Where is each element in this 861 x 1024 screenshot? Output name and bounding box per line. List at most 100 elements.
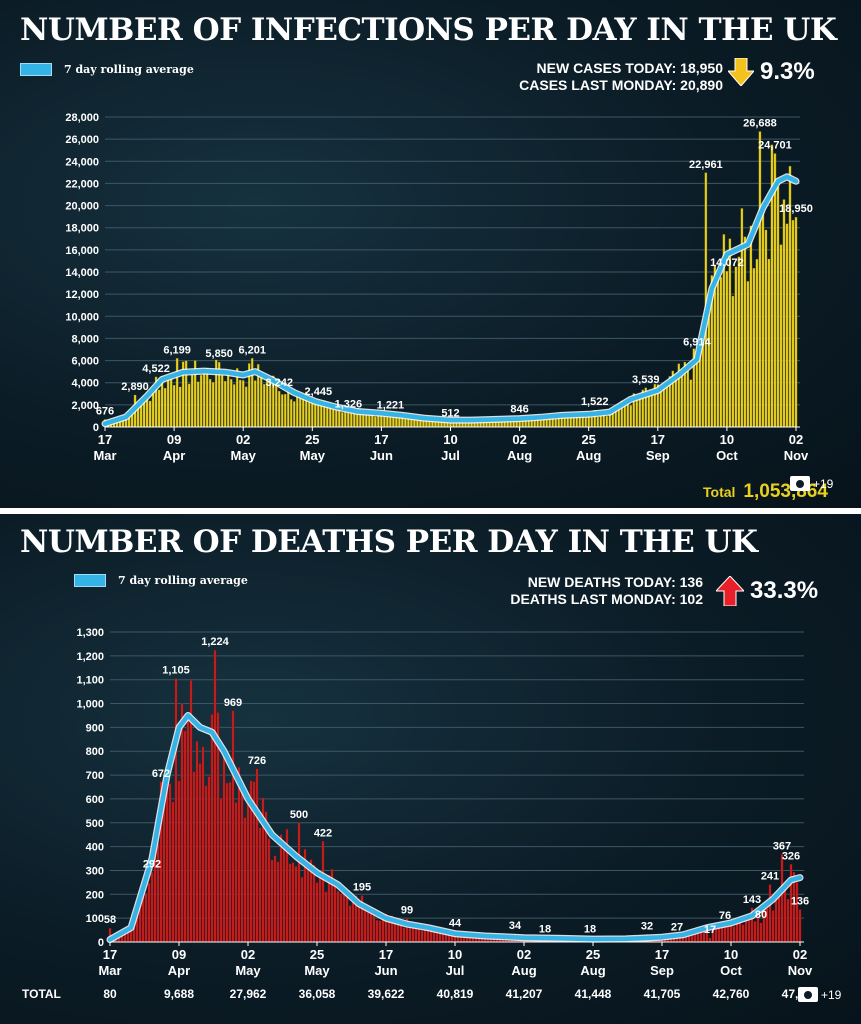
daily-bar — [213, 649, 217, 943]
daily-bar — [366, 909, 370, 943]
daily-bar — [767, 258, 771, 428]
daily-bar — [596, 416, 599, 428]
daily-bar — [168, 783, 172, 943]
daily-bar — [783, 886, 787, 943]
deaths-legend-label: 7 day rolling average — [118, 574, 248, 587]
daily-bar — [719, 277, 723, 428]
daily-bar — [411, 926, 415, 943]
daily-bar — [441, 933, 445, 943]
y-tick-label: 200 — [86, 889, 104, 901]
daily-bar — [284, 393, 287, 428]
daily-bar — [282, 843, 286, 943]
rolling-average-line — [102, 174, 799, 426]
data-label: 99 — [401, 904, 413, 916]
daily-bar — [674, 377, 678, 428]
data-label: 80 — [755, 909, 767, 921]
daily-bar — [204, 785, 208, 943]
daily-bar — [211, 382, 215, 428]
x-tick-month: Mar — [98, 963, 121, 978]
data-label: 58 — [104, 914, 116, 926]
daily-bar — [278, 390, 281, 428]
daily-bar — [752, 268, 756, 428]
daily-bar — [210, 714, 214, 943]
x-tick-day: 17 — [103, 947, 117, 962]
data-label: 500 — [290, 809, 308, 821]
data-label: 6,199 — [163, 344, 191, 356]
deaths-legend-swatch — [74, 574, 106, 587]
y-tick-label: 100 — [86, 913, 104, 925]
deaths-chart: 0 100 200 300 400 500 600 700 800 900 1,000 1,100 1,… — [22, 627, 819, 1001]
x-tick-month: Aug — [507, 448, 532, 463]
daily-bar — [725, 271, 729, 428]
x-tick-day: 02 — [789, 432, 803, 447]
daily-bar — [707, 313, 711, 428]
daily-bar — [225, 783, 229, 943]
x-tick-month: May — [235, 963, 261, 978]
cases-change-value: 9.3% — [760, 58, 815, 85]
data-label: 4,522 — [142, 363, 170, 375]
y-tick-label: 12,000 — [65, 289, 99, 301]
daily-bar — [782, 199, 786, 428]
daily-bar — [749, 225, 753, 428]
x-tick-month: Oct — [716, 448, 738, 463]
y-tick-label: 600 — [86, 794, 104, 806]
daily-bar — [716, 279, 720, 428]
daily-bar — [306, 863, 310, 943]
daily-bar — [276, 861, 280, 943]
cases-new-today: NEW CASES TODAY: 18,950 — [536, 60, 723, 76]
y-tick-label: 0 — [98, 937, 104, 949]
y-tick-label: 1,200 — [76, 651, 104, 663]
daily-bar — [795, 882, 799, 943]
x-tick-month: Jun — [374, 963, 397, 978]
camera-icon — [798, 987, 818, 1002]
daily-bar — [734, 266, 738, 428]
daily-bar — [262, 384, 266, 428]
daily-bar — [332, 409, 335, 428]
daily-bar — [650, 394, 654, 428]
daily-bar — [324, 891, 328, 943]
daily-bar — [144, 893, 148, 943]
y-tick-label: 22,000 — [65, 178, 99, 190]
data-label: 195 — [353, 882, 371, 894]
y-tick-label: 28,000 — [65, 112, 99, 124]
deaths-panel: NUMBER OF DEATHS PER DAY IN THE UK 7 day… — [0, 514, 861, 1024]
cumulative-total-label: 41,207 — [506, 987, 543, 1001]
x-tick-month: Jul — [441, 448, 460, 463]
daily-bar — [201, 746, 205, 943]
x-tick-day: 25 — [305, 432, 319, 447]
x-tick-day: 17 — [655, 947, 669, 962]
daily-bar — [333, 881, 337, 943]
data-label: 5,850 — [205, 348, 233, 360]
deaths-photo-gallery[interactable]: +19 — [798, 987, 841, 1002]
daily-bar — [294, 866, 298, 943]
daily-bar — [288, 863, 292, 943]
x-tick-day: 17 — [379, 947, 393, 962]
daily-bar — [186, 716, 190, 943]
daily-bar — [348, 905, 352, 943]
data-label: 136 — [791, 896, 809, 908]
y-tick-label: 20,000 — [65, 201, 99, 213]
x-tick-month: Aug — [511, 963, 536, 978]
daily-bar — [240, 792, 244, 943]
daily-bar — [605, 416, 608, 428]
daily-bar — [234, 802, 238, 943]
x-tick-day: 02 — [793, 947, 807, 962]
daily-bar — [273, 855, 277, 943]
daily-bar — [327, 874, 331, 943]
x-tick-month: Apr — [168, 963, 190, 978]
daily-bar — [590, 416, 593, 428]
daily-bar — [259, 376, 263, 428]
x-tick-day: 09 — [172, 947, 186, 962]
daily-bar — [737, 256, 741, 428]
cases-photo-gallery[interactable]: +19 — [790, 476, 833, 491]
daily-bar — [226, 372, 230, 428]
daily-bar — [312, 865, 316, 943]
daily-bar — [291, 862, 295, 943]
y-tick-label: 24,000 — [65, 156, 99, 168]
daily-bar — [232, 384, 236, 428]
data-label: 1,326 — [335, 398, 363, 410]
camera-icon — [790, 476, 810, 491]
data-label: 6,914 — [683, 336, 711, 348]
daily-bar — [151, 390, 155, 428]
deaths-new-today: NEW DEATHS TODAY: 136 — [527, 574, 703, 590]
